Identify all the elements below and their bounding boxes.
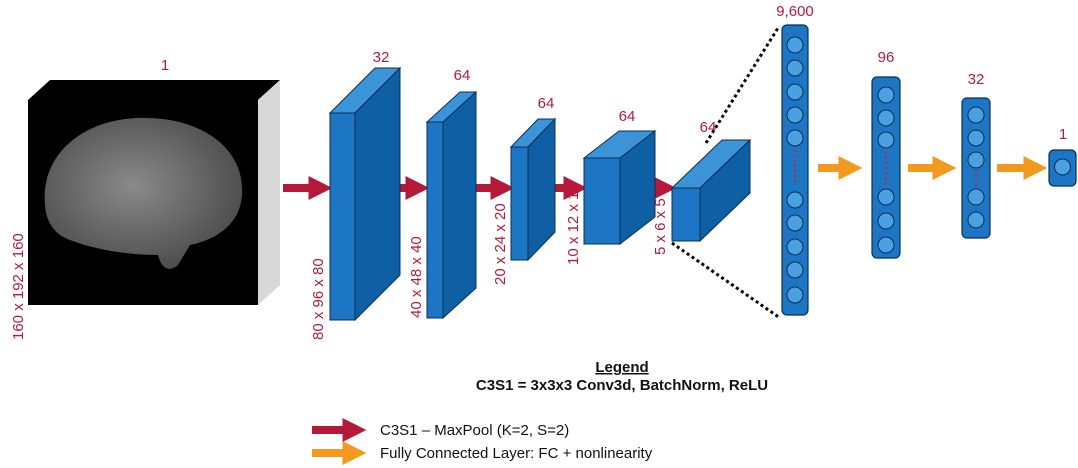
neuron	[968, 189, 984, 205]
conv-block	[511, 119, 555, 260]
neuron	[878, 237, 894, 253]
neuron	[1055, 159, 1071, 175]
conv-block	[427, 92, 476, 318]
block-channels: 64	[619, 108, 636, 125]
legend-title: Legend	[595, 359, 648, 376]
legend-item: Fully Connected Layer: FC + nonlinearity	[380, 445, 653, 462]
neuron	[787, 287, 803, 303]
block-front	[672, 188, 700, 241]
neuron	[878, 189, 894, 205]
fc-layer	[782, 25, 808, 315]
input-size: 160 x 192 x 160	[10, 233, 27, 340]
neuron	[787, 215, 803, 231]
neuron	[878, 87, 894, 103]
fc-size: 96	[878, 49, 895, 66]
diagram: 1 160 x 192 x 160 32 80 x 96 x 80 64 40 x 4…	[0, 0, 1078, 468]
page: {"input": {"channels": "1", "size": "160…	[0, 0, 1078, 468]
block-side	[355, 68, 400, 320]
neuron	[787, 107, 803, 123]
neuron	[787, 192, 803, 208]
neuron	[878, 132, 894, 148]
neuron	[787, 37, 803, 53]
input-volume	[28, 80, 280, 305]
block-front	[427, 122, 443, 318]
neuron	[787, 239, 803, 255]
neuron	[968, 152, 984, 168]
block-size: 40 x 48 x 40	[408, 236, 425, 318]
fc-size: 1	[1059, 126, 1067, 143]
neuron	[787, 84, 803, 100]
block-size: 20 x 24 x 20	[492, 203, 509, 285]
conv-block	[672, 140, 750, 241]
fc-layer	[962, 98, 990, 238]
fc-size: 9,600	[776, 3, 814, 20]
block-size: 5 x 6 x 5	[652, 198, 669, 255]
legend-definition: C3S1 = 3x3x3 Conv3d, BatchNorm, ReLU	[476, 377, 768, 394]
neuron	[968, 130, 984, 146]
neuron	[968, 107, 984, 123]
block-front	[584, 158, 620, 244]
block-channels: 64	[454, 67, 471, 84]
block-channels: 64	[700, 119, 717, 136]
conv-block	[330, 68, 400, 320]
neuron	[787, 130, 803, 146]
fc-size: 32	[968, 71, 985, 88]
block-size: 10 x 12 x 10	[565, 183, 582, 265]
block-front	[330, 113, 355, 320]
dotted-line	[706, 28, 778, 143]
block-size: 80 x 96 x 80	[310, 258, 327, 340]
dotted-line	[672, 243, 780, 318]
neuron	[968, 212, 984, 228]
block-front	[511, 147, 528, 260]
neuron	[878, 110, 894, 126]
fc-layer	[872, 77, 900, 258]
fc-layer	[1049, 150, 1076, 186]
input-channels: 1	[161, 57, 169, 74]
block-channels: 64	[538, 95, 555, 112]
block-side	[443, 92, 476, 318]
neuron	[787, 60, 803, 76]
neuron	[878, 213, 894, 229]
legend-item: C3S1 – MaxPool (K=2, S=2)	[380, 422, 569, 439]
neuron	[787, 262, 803, 278]
block-channels: 32	[373, 49, 390, 66]
conv-block	[584, 131, 655, 244]
